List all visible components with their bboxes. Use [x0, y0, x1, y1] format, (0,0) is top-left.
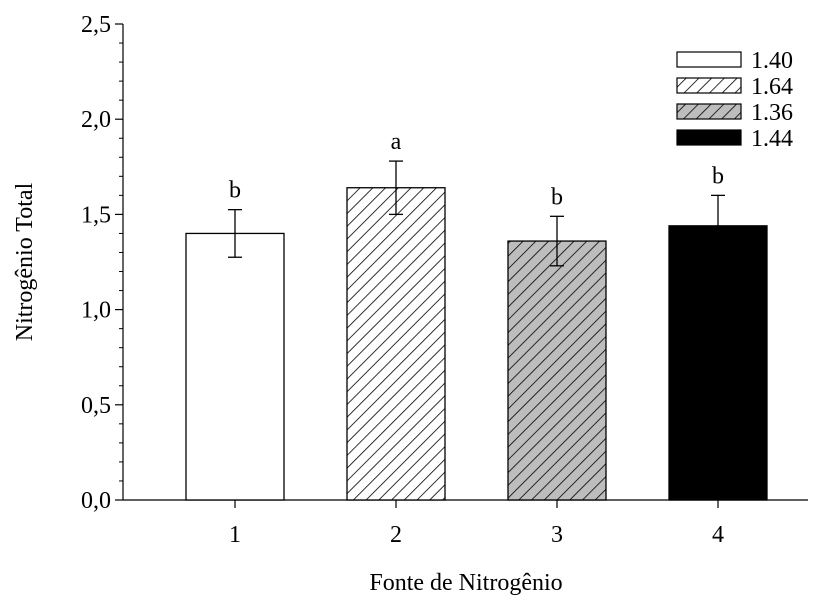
legend-swatch [676, 77, 742, 94]
y-tick-label: 1,5 [81, 202, 111, 228]
significance-label-2: a [391, 129, 402, 155]
x-tick-label: 2 [390, 522, 402, 548]
legend-label: 1.36 [751, 100, 793, 126]
x-tick-label: 4 [712, 522, 724, 548]
y-tick-label: 2,5 [81, 12, 111, 38]
significance-labels: b a b b [229, 129, 724, 210]
y-axis-ticks [115, 23, 123, 501]
significance-label-3: b [551, 184, 563, 210]
legend-swatch [676, 103, 742, 120]
x-axis-title: Fonte de Nitrogênio [369, 570, 562, 596]
y-axis-tick-labels: 0,0 0,5 1,0 1,5 2,0 2,5 [81, 12, 111, 514]
legend-swatch [676, 51, 742, 68]
legend-label: 1.44 [751, 126, 793, 152]
bars [185, 187, 768, 501]
bar-3 [507, 240, 607, 501]
x-tick-label: 1 [229, 522, 241, 548]
x-tick-label: 3 [551, 522, 563, 548]
y-tick-label: 1,0 [81, 298, 111, 324]
legend: 1.401.641.361.44 [676, 48, 793, 152]
significance-label-4: b [712, 163, 724, 189]
legend-swatch [676, 129, 742, 146]
x-axis-ticks [234, 500, 719, 508]
y-axis-title: Nitrogênio Total [12, 182, 38, 341]
legend-label: 1.40 [751, 48, 793, 74]
y-tick-label: 2,0 [81, 107, 111, 133]
x-axis-tick-labels: 1 2 3 4 [229, 522, 724, 548]
legend-label: 1.64 [751, 74, 793, 100]
bar-4 [668, 225, 768, 501]
significance-label-1: b [229, 178, 241, 204]
bar-2 [346, 187, 446, 501]
bar-1 [185, 232, 285, 501]
y-tick-label: 0,5 [81, 393, 111, 419]
error-bars [228, 160, 725, 267]
y-tick-label: 0,0 [81, 488, 111, 514]
